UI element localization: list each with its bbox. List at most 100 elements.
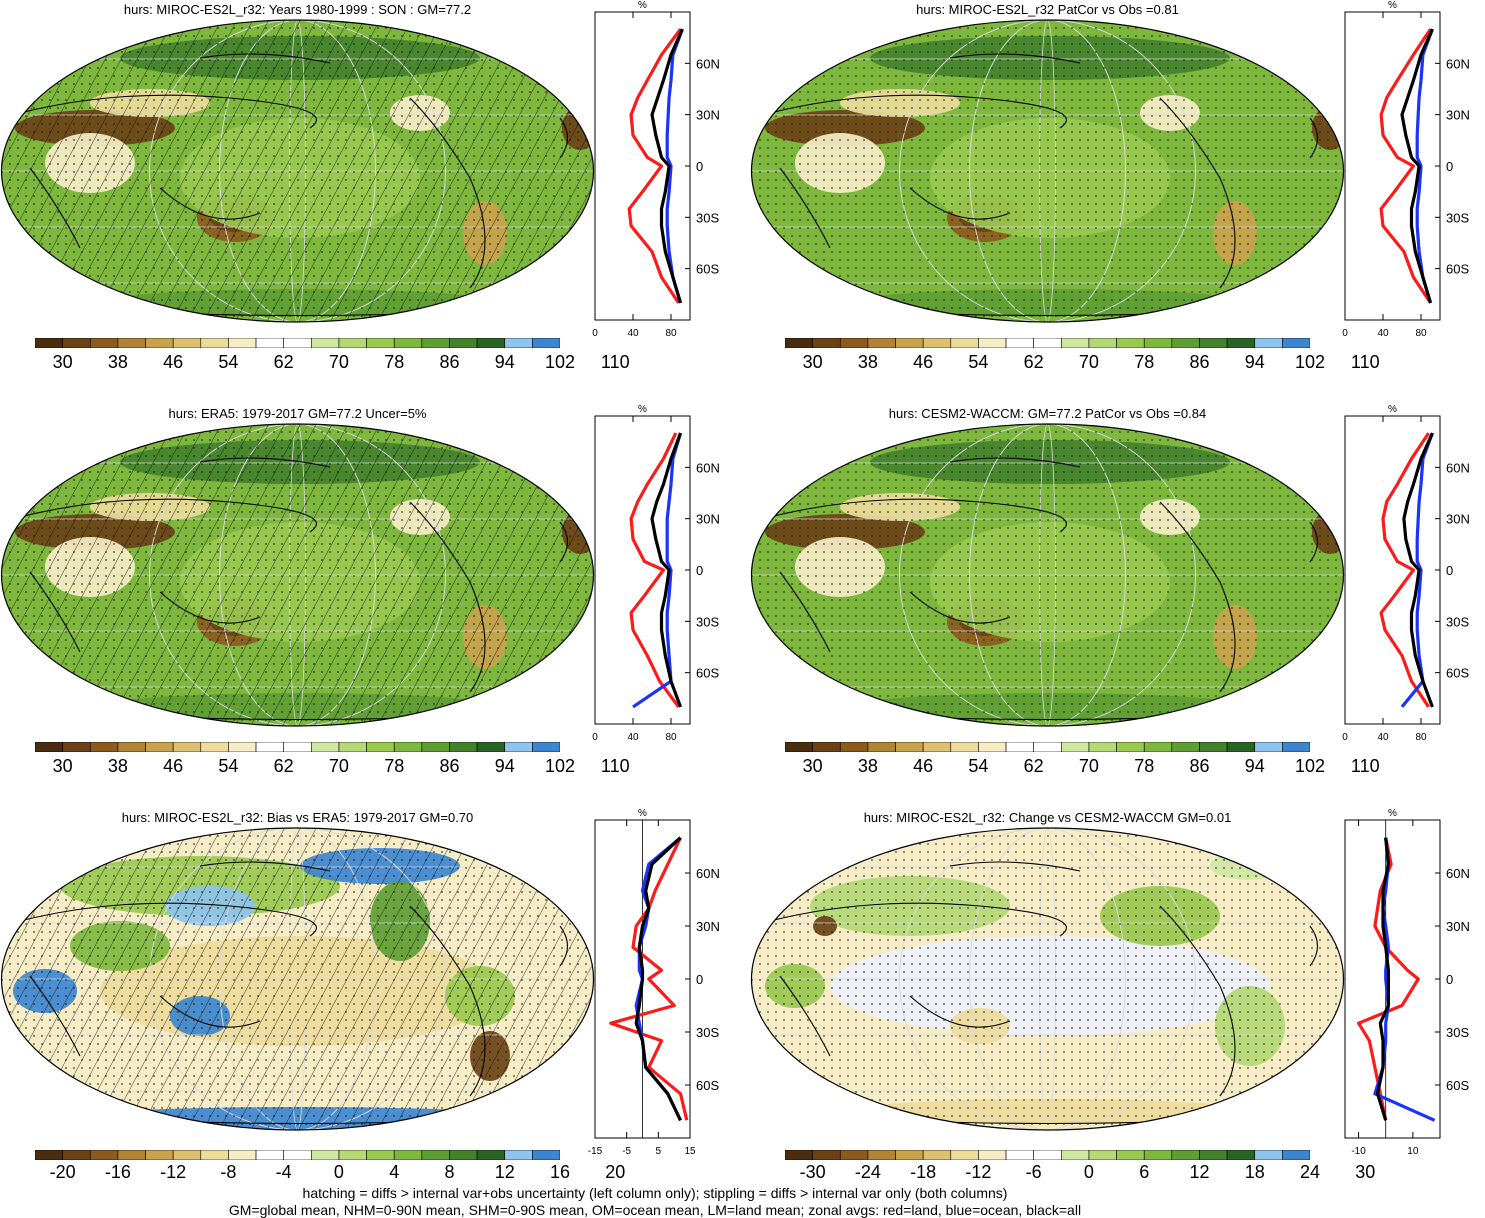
colorbar-tick-label: 70 xyxy=(1078,756,1099,776)
colorbar-tick-label: 110 xyxy=(1350,352,1380,372)
colorbar-tick-label: 70 xyxy=(1078,352,1099,372)
map-panel-2 xyxy=(750,19,1345,323)
lat-tick-label: 0 xyxy=(696,159,703,174)
lat-tick-label: 0 xyxy=(696,563,703,578)
colorbar-tick-label: 4 xyxy=(389,1162,400,1182)
colorbar-labels-4: 30 38 46 54 62 70 78 86 94 102 110 xyxy=(785,756,1380,778)
colorbar-tick-label: 102 xyxy=(1294,352,1326,372)
lat-tick-label: 60S xyxy=(1446,262,1469,277)
colorbar-labels-6: -30 -24 -18 -12 -6 0 6 12 18 24 30 xyxy=(785,1162,1376,1184)
colorbar-5 xyxy=(35,1150,560,1160)
lat-tick-label: 60S xyxy=(696,666,719,681)
lat-tick-label: 30S xyxy=(696,614,719,629)
colorbar-tick-label: 94 xyxy=(1244,756,1265,776)
colorbar-tick-label: 102 xyxy=(1294,756,1326,776)
lat-tick-label: 0 xyxy=(696,972,703,987)
profile-unit-label: % xyxy=(1388,808,1397,819)
lat-tick-label: 30S xyxy=(1446,1025,1469,1040)
colorbar-tick-label: 62 xyxy=(1023,352,1044,372)
colorbar-tick-label: 62 xyxy=(273,352,294,372)
profile-unit-label: % xyxy=(638,808,647,819)
colorbar-tick-label: 70 xyxy=(328,352,349,372)
colorbar-tick-label: 110 xyxy=(600,352,630,372)
colorbar-tick-label: 86 xyxy=(1189,756,1210,776)
profile-line-all xyxy=(650,432,683,708)
colorbar-tick-label: -12 xyxy=(965,1162,992,1182)
x-tick-label: 40 xyxy=(627,328,639,339)
colorbar-tick-label: 18 xyxy=(1244,1162,1265,1182)
colorbar-tick-label: 78 xyxy=(384,352,405,372)
panel-title-5: hurs: MIROC-ES2L_r32: Bias vs ERA5: 1979… xyxy=(121,810,474,825)
x-tick-label: 10 xyxy=(1407,1146,1419,1157)
colorbar-labels-5: -20 -16 -12 -8 -4 0 4 8 12 16 20 xyxy=(35,1162,626,1184)
profile-line-ocean xyxy=(632,432,683,709)
lat-tick-label: 60N xyxy=(696,56,720,71)
colorbar-tick-label: 54 xyxy=(968,352,989,372)
colorbar-tick-label: -12 xyxy=(160,1162,187,1182)
colorbar-tick-label: 12 xyxy=(494,1162,515,1182)
x-tick-label: -10 xyxy=(1351,1146,1366,1157)
colorbar-tick-label: -16 xyxy=(104,1162,131,1182)
colorbar-labels-3: 30 38 46 54 62 70 78 86 94 102 110 xyxy=(35,756,630,778)
colorbar-tick-label: 30 xyxy=(1355,1162,1376,1182)
lat-tick-label: 60S xyxy=(696,262,719,277)
colorbar-tick-label: 94 xyxy=(1244,352,1265,372)
profile-line-all xyxy=(650,28,684,304)
x-tick-label: 15 xyxy=(684,1146,696,1157)
zonal-profile-4: % 60N 30N 0 30S 60S 0 40 80 xyxy=(1342,404,1470,743)
lat-tick-label: 60S xyxy=(696,1078,719,1093)
zonal-profile-5: % 60N 30N 0 30S 60S -15 -5 5 15 xyxy=(588,808,720,1157)
lat-tick-label: 30N xyxy=(1446,108,1470,123)
map-panel-5 xyxy=(0,827,595,1131)
profile-line-all xyxy=(634,836,682,1121)
panel-title-3: hurs: ERA5: 1979-2017 GM=77.2 Uncer=5% xyxy=(168,406,427,421)
colorbar-tick-label: 38 xyxy=(857,756,878,776)
colorbar-tick-label: 30 xyxy=(52,756,73,776)
x-tick-label: 5 xyxy=(656,1146,662,1157)
colorbar-tick-label: 110 xyxy=(600,756,630,776)
colorbar-tick-label: 16 xyxy=(549,1162,571,1182)
colorbar-tick-label: -30 xyxy=(799,1162,826,1182)
colorbar-4 xyxy=(785,742,1310,752)
profile-unit-label: % xyxy=(1388,0,1397,11)
lat-tick-label: 30S xyxy=(1446,614,1469,629)
profile-line-land xyxy=(609,837,689,1121)
colorbar-tick-label: 102 xyxy=(544,756,576,776)
colorbar-tick-label: 30 xyxy=(802,756,823,776)
colorbar-tick-label: 30 xyxy=(802,352,823,372)
map-panel-4 xyxy=(750,423,1345,727)
lat-tick-label: 0 xyxy=(1446,159,1453,174)
x-tick-label: 0 xyxy=(1342,732,1348,743)
colorbar-tick-label: 70 xyxy=(328,756,349,776)
lat-tick-label: 30S xyxy=(696,210,719,225)
map-panel-6 xyxy=(750,827,1345,1131)
profile-line-all xyxy=(1402,432,1434,708)
colorbar-labels-2: 30 38 46 54 62 70 78 86 94 102 110 xyxy=(785,352,1380,374)
colorbar-tick-label: 8 xyxy=(444,1162,455,1182)
lat-tick-label: 60S xyxy=(1446,1078,1469,1093)
x-tick-label: 40 xyxy=(1377,328,1389,339)
profile-line-ocean xyxy=(665,28,684,304)
colorbar-tick-label: -18 xyxy=(910,1162,937,1182)
lat-tick-label: 60N xyxy=(1446,460,1470,475)
zonal-profile-1: % 60N 30N 0 30S 60S 0 40 80 xyxy=(592,0,720,339)
colorbar-tick-label: 20 xyxy=(605,1162,626,1182)
colorbar-tick-label: 6 xyxy=(1139,1162,1150,1182)
map-panel-1 xyxy=(0,19,595,323)
lat-tick-label: 30S xyxy=(696,1025,719,1040)
profile-unit-label: % xyxy=(638,0,647,11)
colorbar-tick-label: 46 xyxy=(913,352,934,372)
colorbar-tick-label: 38 xyxy=(107,756,128,776)
lat-tick-label: 30N xyxy=(1446,512,1470,527)
profile-line-all xyxy=(1400,28,1434,304)
lat-tick-label: 60N xyxy=(1446,56,1470,71)
x-tick-label: 0 xyxy=(592,328,598,339)
footnote-legend: GM=global mean, NHM=0-90N mean, SHM=0-90… xyxy=(228,1202,1082,1218)
x-tick-label: 80 xyxy=(1415,328,1427,339)
zonal-profile-2: % 60N 30N 0 30S 60S 0 40 80 xyxy=(1342,0,1470,339)
colorbar-tick-label: 12 xyxy=(1189,1162,1210,1182)
colorbar-tick-label: 110 xyxy=(1350,756,1380,776)
x-tick-label: 80 xyxy=(1415,732,1427,743)
colorbar-tick-label: 54 xyxy=(968,756,989,776)
colorbar-labels-1: 30 38 46 54 62 70 78 86 94 102 110 xyxy=(35,352,630,374)
